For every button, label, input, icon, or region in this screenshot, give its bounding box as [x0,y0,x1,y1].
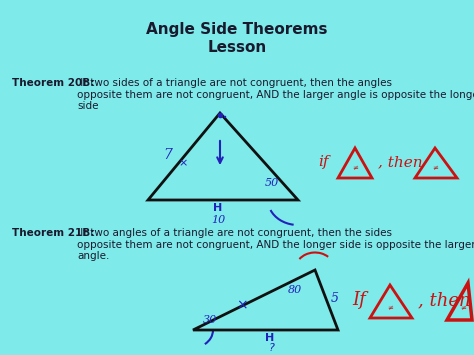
Text: ·: · [222,109,228,127]
Text: , then: , then [378,155,423,169]
Text: 80: 80 [288,285,302,295]
Text: ≠: ≠ [387,305,393,311]
Text: ≠: ≠ [432,165,438,171]
Text: H: H [213,203,223,213]
Text: ≠: ≠ [460,305,466,311]
Text: Angle Side Theorems: Angle Side Theorems [146,22,328,37]
Text: If: If [352,291,366,309]
Text: ×: × [178,158,188,168]
Text: 5: 5 [331,291,339,305]
Text: ×: × [236,298,248,312]
Text: ≠: ≠ [352,165,358,171]
Text: If two angles of a triangle are not congruent, then the sides
opposite them are : If two angles of a triangle are not cong… [77,228,474,261]
Text: , then: , then [418,291,471,309]
Text: ?: ? [269,343,275,353]
Text: 50: 50 [265,178,279,188]
Text: 30: 30 [203,315,217,325]
Text: Lesson: Lesson [207,40,266,55]
Text: Theorem 21B:: Theorem 21B: [12,228,94,238]
Text: H: H [265,333,274,343]
Text: If two sides of a triangle are not congruent, then the angles
opposite them are : If two sides of a triangle are not congr… [77,78,474,111]
Text: 7: 7 [164,148,173,162]
Text: if: if [318,155,328,169]
Text: Theorem 20B:: Theorem 20B: [12,78,94,88]
Text: 10: 10 [211,215,225,225]
